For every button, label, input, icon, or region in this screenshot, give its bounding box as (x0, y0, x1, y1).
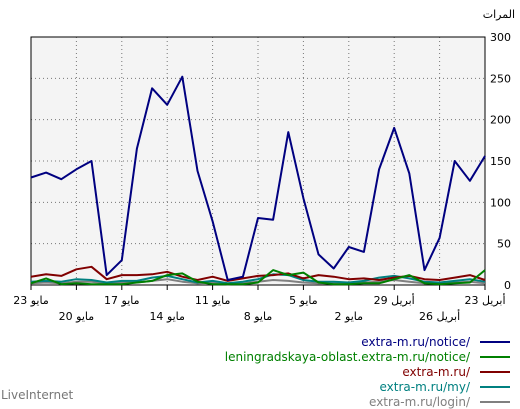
x-tick-label: 8 مايو (244, 310, 273, 323)
legend-item: extra-m.ru/login/ (225, 394, 510, 409)
legend-label: extra-m.ru/login/ (369, 394, 470, 409)
legend-label: leningradskaya-oblast.extra-m.ru/notice/ (224, 349, 470, 364)
y-tick-label: 150 (490, 155, 511, 168)
series-lines (30, 75, 486, 286)
legend-label: extra-m.ru/my/ (379, 379, 470, 394)
liveinternet-credit: LiveInternet (1, 388, 74, 402)
legend-swatch (480, 355, 510, 358)
x-tick-label: 29 أبريل (374, 293, 415, 307)
legend-swatch (480, 400, 510, 403)
x-tick-label: 23 مايو (13, 294, 49, 307)
grid-lines (31, 37, 485, 285)
y-tick-label: 0 (504, 279, 511, 292)
legend-swatch (480, 340, 510, 343)
x-tick-label: 5 مايو (289, 294, 318, 307)
series-line-extra-m-ru-notice (30, 75, 486, 281)
legend-item: extra-m.ru/ (225, 364, 510, 379)
y-tick-label: 300 (490, 31, 511, 44)
y-tick-label: 250 (490, 72, 511, 85)
legend-item: leningradskaya-oblast.extra-m.ru/notice/ (225, 349, 510, 364)
x-axis: 23 مايو 17 مايو 11 مايو 5 مايو 29 أبريل 23 أب… (13, 285, 506, 323)
legend-swatch (480, 385, 510, 388)
y-tick-label: 100 (490, 196, 511, 209)
legend-item: extra-m.ru/my/ (225, 379, 510, 394)
line-chart: 0 50 100 150 200 250 300 23 مايو 17 مايو 11 مايو… (13, 8, 515, 323)
legend: extra-m.ru/notice/leningradskaya-oblast.… (225, 334, 510, 409)
legend-label: extra-m.ru/ (402, 364, 470, 379)
legend-item: extra-m.ru/notice/ (225, 334, 510, 349)
series-line-extra-m-ru-my (30, 273, 486, 285)
x-tick-label: 26 أبريل (419, 309, 460, 323)
x-tick-label: 20 مايو (59, 310, 95, 323)
series-line-leningradskaya-oblast-extra-m-ru-notice (30, 269, 486, 286)
x-tick-label: 11 مايو (195, 294, 231, 307)
y-axis: 0 50 100 150 200 250 300 (490, 31, 511, 292)
x-tick-label: 23 أبريل (464, 293, 505, 307)
y-tick-label: 200 (490, 114, 511, 127)
x-tick-label: 2 مايو (335, 310, 364, 323)
legend-swatch (480, 370, 510, 373)
y-axis-unit-label: المرات (483, 8, 515, 21)
x-tick-label: 14 مايو (149, 310, 185, 323)
y-tick-label: 50 (497, 238, 511, 251)
legend-label: extra-m.ru/notice/ (361, 334, 470, 349)
x-tick-label: 17 مايو (104, 294, 140, 307)
